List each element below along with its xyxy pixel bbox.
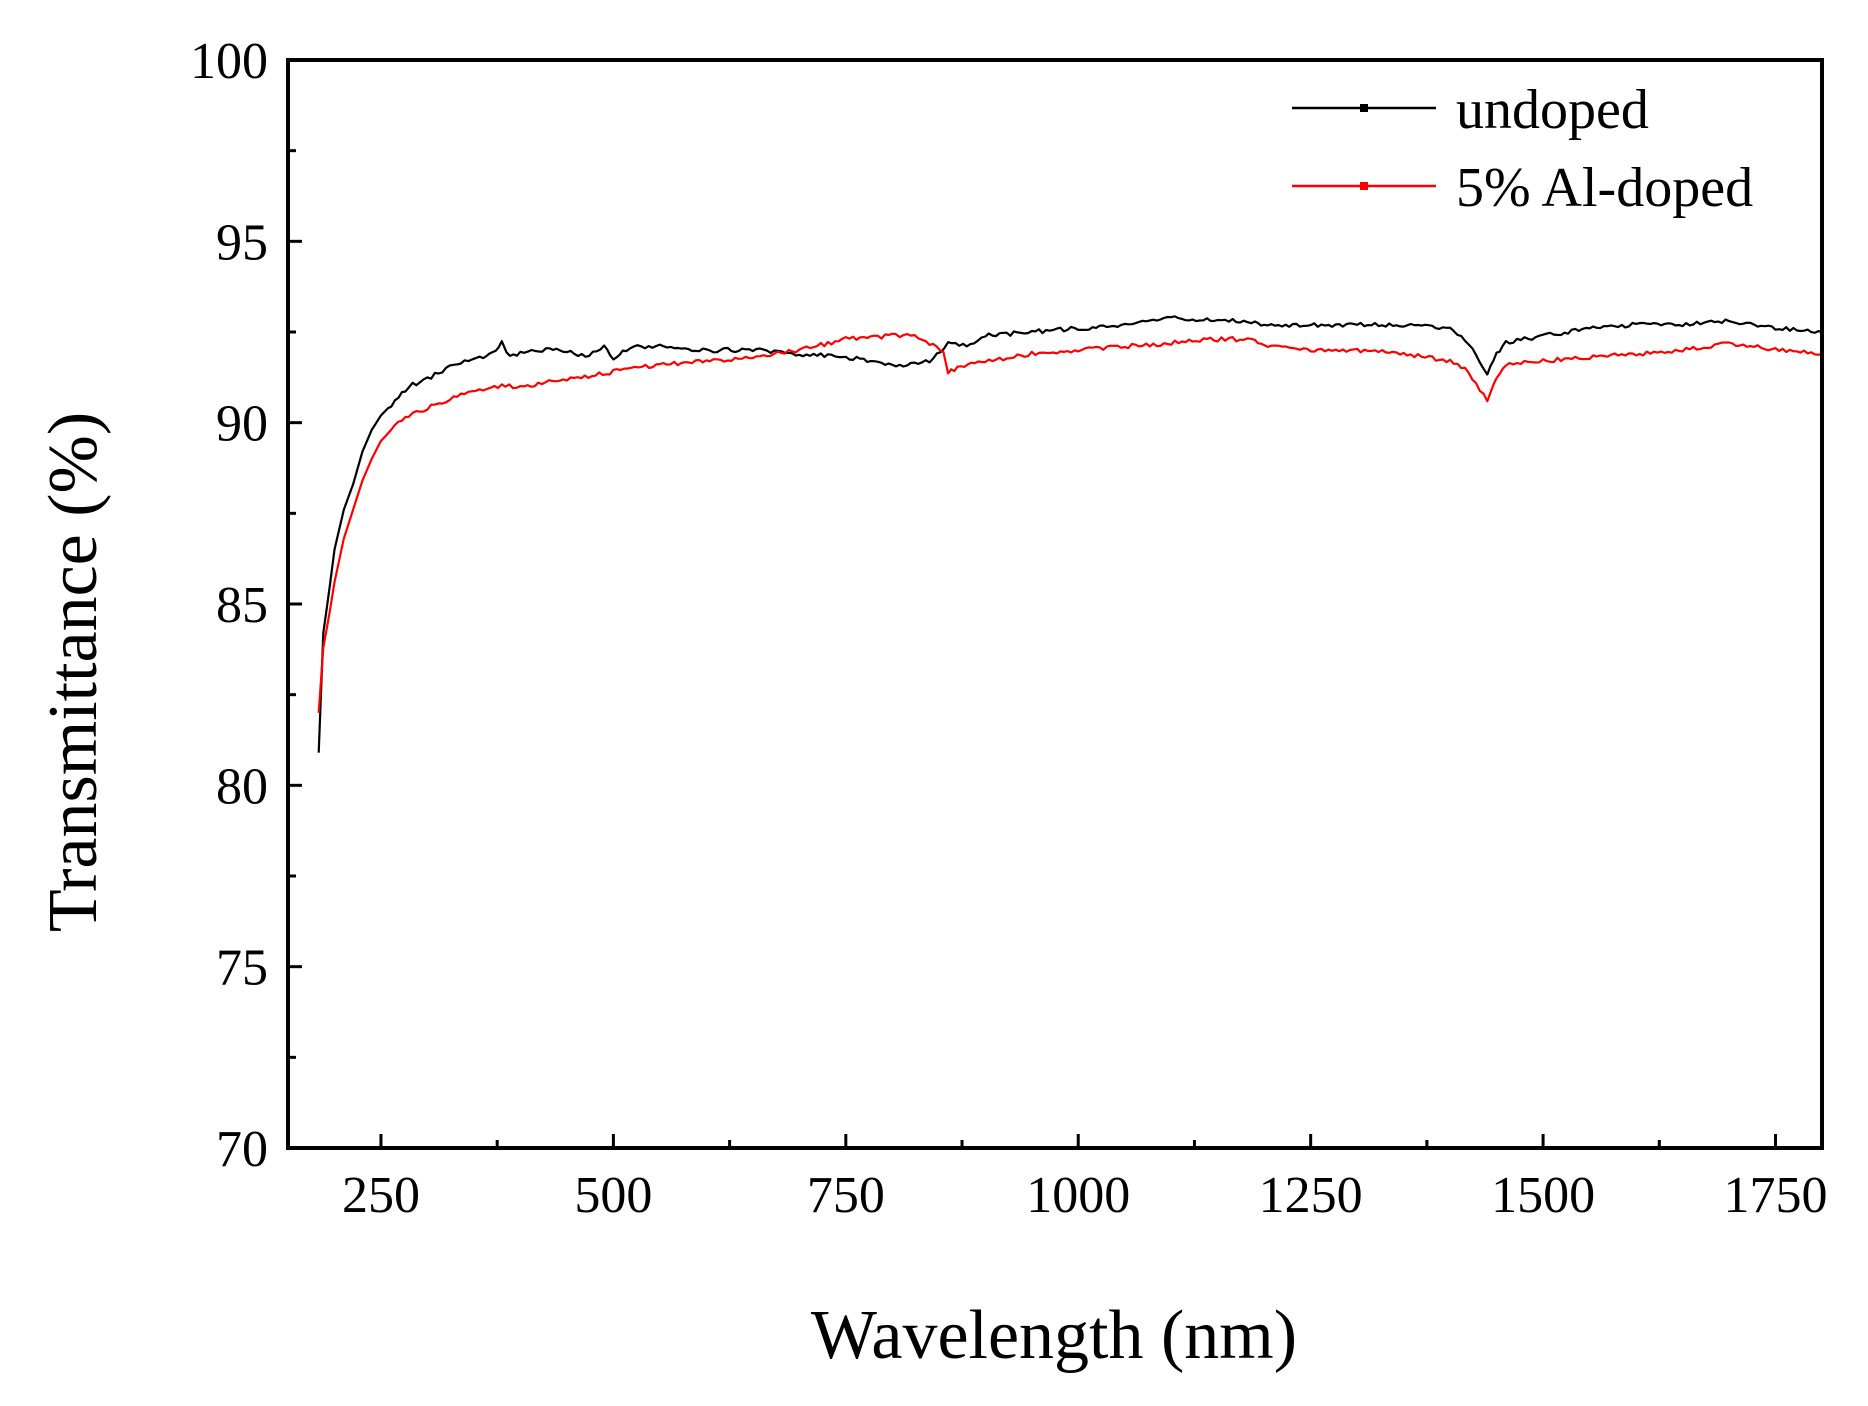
legend-marker-undoped <box>1360 104 1368 112</box>
legend: undoped 5% Al-doped <box>1292 79 1753 219</box>
y-tick-label-85: 85 <box>216 577 268 634</box>
x-tick-label-1750: 1750 <box>1724 1167 1828 1224</box>
series-layer <box>317 315 1823 753</box>
legend-label-undoped: undoped <box>1456 79 1649 141</box>
x-tick-label-500: 500 <box>574 1167 652 1224</box>
axes-layer: 250 500 750 1000 1250 1500 1750 70 75 80 85 90 95 100 <box>190 33 1828 1224</box>
y-tick-label-95: 95 <box>216 214 268 271</box>
x-tick-label-1250: 1250 <box>1259 1167 1363 1224</box>
x-tick-label-250: 250 <box>342 1167 420 1224</box>
x-tick-label-1500: 1500 <box>1491 1167 1595 1224</box>
series-line-undoped <box>317 315 1823 753</box>
x-tick-label-1000: 1000 <box>1026 1167 1130 1224</box>
legend-label-al-doped: 5% Al-doped <box>1456 157 1753 219</box>
plot-frame <box>286 58 1824 1150</box>
legend-marker-al-doped <box>1360 182 1368 190</box>
y-tick-label-90: 90 <box>216 396 268 453</box>
y-axis-title: Transmittance (%) <box>35 412 112 932</box>
y-tick-label-100: 100 <box>190 33 268 90</box>
x-axis-title: Wavelength (nm) <box>811 1297 1297 1374</box>
series-line-al-doped <box>317 332 1823 713</box>
y-tick-label-80: 80 <box>216 758 268 815</box>
y-tick-label-70: 70 <box>216 1121 268 1178</box>
y-tick-label-75: 75 <box>216 940 268 997</box>
x-tick-label-750: 750 <box>807 1167 885 1224</box>
